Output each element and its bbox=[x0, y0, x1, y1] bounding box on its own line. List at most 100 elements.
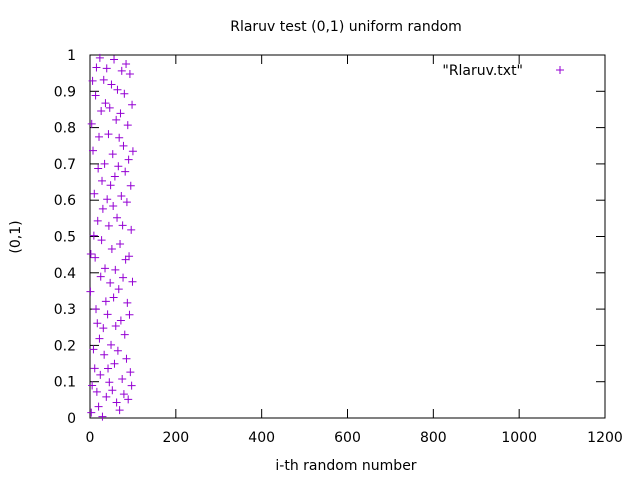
data-point bbox=[99, 75, 108, 84]
data-point bbox=[103, 195, 112, 204]
data-point bbox=[106, 278, 115, 287]
plot-frame bbox=[89, 54, 606, 419]
x-tick-label: 600 bbox=[334, 430, 361, 446]
data-point bbox=[116, 316, 125, 325]
data-point bbox=[90, 364, 99, 373]
data-point bbox=[118, 221, 127, 230]
data-point bbox=[107, 340, 116, 349]
data-point bbox=[127, 381, 136, 390]
data-point bbox=[113, 346, 122, 355]
data-point bbox=[119, 273, 128, 282]
data-point bbox=[104, 221, 113, 230]
data-point bbox=[105, 103, 114, 112]
data-point bbox=[119, 141, 128, 150]
y-tick-label: 0.4 bbox=[54, 266, 76, 282]
data-point bbox=[108, 150, 117, 159]
data-point bbox=[110, 359, 119, 368]
data-point bbox=[122, 354, 131, 363]
data-point bbox=[108, 386, 117, 395]
data-point bbox=[98, 412, 107, 421]
data-point bbox=[94, 164, 103, 173]
x-tick-label: 200 bbox=[162, 430, 189, 446]
data-point bbox=[109, 202, 118, 211]
x-tick-label: 1200 bbox=[587, 430, 623, 446]
data-point bbox=[126, 368, 135, 377]
data-point bbox=[97, 236, 106, 245]
data-point bbox=[106, 181, 115, 190]
y-tick-label: 0.9 bbox=[54, 84, 76, 100]
legend-label: "Rlaruv.txt" bbox=[442, 63, 523, 79]
x-tick-label: 800 bbox=[420, 430, 447, 446]
data-point bbox=[112, 398, 121, 407]
data-point bbox=[124, 155, 133, 164]
data-point bbox=[98, 204, 107, 213]
data-point bbox=[118, 374, 127, 383]
data-point bbox=[110, 172, 119, 181]
data-point bbox=[127, 225, 136, 234]
y-axis-label: (0,1) bbox=[8, 220, 24, 253]
data-point bbox=[92, 387, 101, 396]
data-point bbox=[114, 285, 123, 294]
data-point bbox=[117, 66, 126, 75]
data-point bbox=[125, 310, 134, 319]
data-point bbox=[116, 109, 125, 118]
legend-marker bbox=[556, 66, 564, 74]
y-tick-label: 0.8 bbox=[54, 121, 76, 137]
data-point bbox=[126, 181, 135, 190]
data-point bbox=[110, 55, 119, 64]
data-point bbox=[122, 59, 131, 68]
data-point bbox=[115, 406, 124, 415]
data-point bbox=[120, 330, 129, 339]
data-point bbox=[112, 115, 121, 124]
data-point bbox=[99, 324, 108, 333]
data-point bbox=[96, 272, 105, 281]
y-tick-label: 0.2 bbox=[54, 338, 76, 354]
y-tick-label: 0.6 bbox=[54, 193, 76, 209]
data-points bbox=[86, 53, 137, 421]
data-point bbox=[98, 176, 107, 185]
data-point bbox=[91, 253, 100, 262]
data-point bbox=[111, 265, 120, 274]
data-point bbox=[102, 64, 111, 73]
data-point bbox=[93, 216, 102, 225]
x-tick-label: 400 bbox=[248, 430, 275, 446]
data-point bbox=[87, 119, 96, 128]
y-tick-label: 0.7 bbox=[54, 157, 76, 173]
data-point bbox=[89, 146, 98, 155]
data-point bbox=[92, 305, 101, 314]
data-point bbox=[89, 231, 98, 240]
data-point bbox=[104, 364, 113, 373]
data-point bbox=[122, 198, 131, 207]
data-point bbox=[121, 167, 130, 176]
data-point bbox=[91, 91, 100, 100]
x-axis-label: i-th random number bbox=[275, 458, 416, 474]
data-point bbox=[95, 334, 104, 343]
data-point bbox=[87, 408, 96, 417]
data-point bbox=[103, 310, 112, 319]
data-point bbox=[109, 293, 118, 302]
data-point bbox=[105, 378, 114, 387]
data-point bbox=[128, 147, 137, 156]
data-point bbox=[86, 249, 95, 258]
data-point bbox=[88, 76, 97, 85]
data-point bbox=[86, 287, 95, 296]
data-point bbox=[97, 107, 106, 116]
data-point bbox=[101, 264, 110, 273]
data-point bbox=[125, 69, 134, 78]
data-point bbox=[111, 322, 120, 331]
data-point bbox=[101, 99, 110, 108]
data-point bbox=[95, 132, 104, 141]
data-point bbox=[128, 100, 137, 109]
data-point bbox=[100, 159, 109, 168]
y-tick-label: 0.5 bbox=[54, 230, 76, 246]
data-point bbox=[117, 192, 126, 201]
y-tick-label: 0 bbox=[67, 411, 76, 427]
data-point bbox=[115, 133, 124, 142]
x-tick-label: 0 bbox=[86, 430, 95, 446]
data-point bbox=[93, 319, 102, 328]
data-point bbox=[94, 402, 103, 411]
data-point bbox=[104, 130, 113, 139]
y-tick-label: 0.3 bbox=[54, 302, 76, 318]
